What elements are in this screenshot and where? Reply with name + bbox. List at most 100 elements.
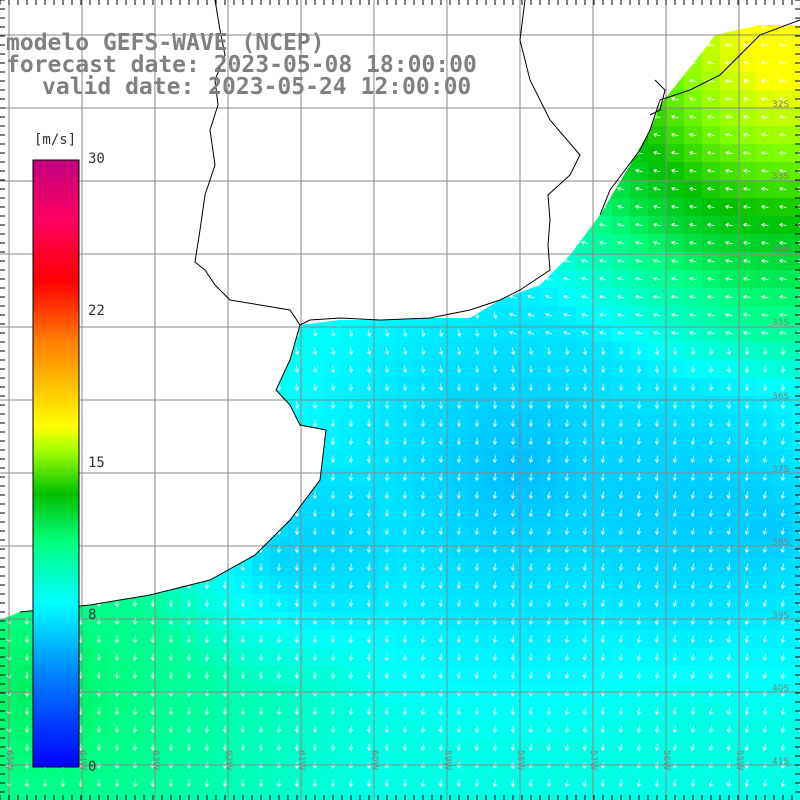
wind-arrow <box>779 312 787 318</box>
wind-arrow <box>600 491 606 499</box>
wind-arrow <box>456 671 462 679</box>
wind-arrow <box>726 725 732 733</box>
wind-arrow <box>779 150 787 156</box>
wind-arrow <box>708 743 714 751</box>
latitude-label: 32S <box>772 100 790 110</box>
wind-arrow <box>726 491 732 499</box>
longitude-label: 56W <box>661 750 671 771</box>
wind-arrow <box>744 671 750 679</box>
wind-arrow <box>707 294 715 299</box>
wind-arrow <box>618 527 624 535</box>
wind-arrow <box>330 689 336 697</box>
wind-arrow <box>654 509 660 517</box>
wind-arrow <box>779 294 787 300</box>
wind-arrow <box>330 779 336 787</box>
wind-arrow <box>707 96 715 101</box>
wind-arrow <box>312 563 318 571</box>
wind-arrow <box>780 563 785 571</box>
wind-arrow <box>582 527 588 535</box>
wind-cell <box>792 792 800 800</box>
wind-arrow <box>617 258 625 263</box>
wind-arrow <box>492 437 498 445</box>
wind-arrow <box>689 240 697 245</box>
wind-arrow <box>636 653 642 661</box>
wind-arrow <box>726 599 732 607</box>
wind-arrow <box>366 419 372 427</box>
wind-arrow <box>366 707 372 715</box>
wind-arrow <box>635 222 643 227</box>
wind-arrow <box>762 563 768 571</box>
wind-arrow <box>708 455 714 463</box>
wind-arrow <box>294 545 300 553</box>
wind-arrow <box>780 437 786 445</box>
wind-arrow <box>528 689 534 697</box>
wind-arrow <box>563 330 571 335</box>
wind-arrow <box>707 330 715 335</box>
wind-arrow <box>510 455 516 463</box>
wind-arrow <box>582 509 588 517</box>
wind-arrow <box>402 509 408 517</box>
wind-arrow <box>690 347 696 355</box>
wind-arrow <box>240 779 246 787</box>
wind-arrow <box>779 60 787 66</box>
wind-arrow <box>653 330 661 335</box>
wind-arrow <box>348 725 354 733</box>
wind-arrow <box>312 401 318 409</box>
wind-arrow <box>690 725 696 733</box>
wind-arrow <box>780 383 786 391</box>
wind-arrow <box>672 509 678 517</box>
wind-arrow <box>563 312 571 317</box>
wind-arrow <box>348 599 354 607</box>
wind-arrow <box>366 401 372 409</box>
wind-arrow <box>402 707 408 715</box>
wind-arrow <box>330 491 336 499</box>
wind-arrow <box>564 383 570 391</box>
wind-arrow <box>654 347 660 355</box>
wind-arrow <box>761 294 769 300</box>
wind-arrow <box>294 725 300 733</box>
wind-arrow <box>636 563 642 571</box>
wind-arrow <box>546 509 552 517</box>
wind-arrow <box>420 437 426 445</box>
wind-arrow <box>528 635 534 643</box>
wind-arrow <box>779 168 787 174</box>
wind-arrow <box>367 347 372 355</box>
wind-arrow <box>546 419 552 427</box>
wind-arrow <box>636 707 642 715</box>
wind-arrow <box>564 509 570 517</box>
wind-arrow <box>564 455 570 463</box>
wind-arrow <box>438 707 444 715</box>
wind-arrow <box>671 222 679 227</box>
wind-arrow <box>474 527 480 535</box>
wind-arrow <box>132 689 138 697</box>
wind-arrow <box>438 545 444 553</box>
latitude-label: 35S <box>772 318 790 328</box>
wind-arrow <box>402 653 408 661</box>
wind-arrow <box>114 671 120 679</box>
wind-arrow <box>528 509 534 517</box>
wind-arrow <box>384 653 390 661</box>
wind-arrow <box>240 635 246 643</box>
wind-arrow <box>689 222 697 227</box>
wind-arrow <box>617 294 625 299</box>
wind-arrow <box>240 671 246 679</box>
wind-arrow <box>240 725 246 733</box>
wind-arrow <box>707 150 715 155</box>
wind-arrow <box>348 473 354 481</box>
wind-arrow <box>564 437 570 445</box>
wind-arrow <box>672 689 678 697</box>
wind-arrow <box>635 186 643 191</box>
wind-arrow <box>780 635 785 643</box>
wind-arrow <box>384 725 390 733</box>
wind-arrow <box>564 401 570 409</box>
wind-arrow <box>582 725 588 733</box>
wind-arrow <box>456 419 462 427</box>
wind-arrow <box>744 545 750 553</box>
wind-arrow <box>258 635 264 643</box>
wind-arrow <box>402 599 408 607</box>
wind-arrow <box>528 599 534 607</box>
wind-arrow <box>276 743 282 751</box>
wind-arrow <box>384 743 390 751</box>
wind-arrow <box>653 186 661 191</box>
wind-arrow <box>726 401 732 409</box>
